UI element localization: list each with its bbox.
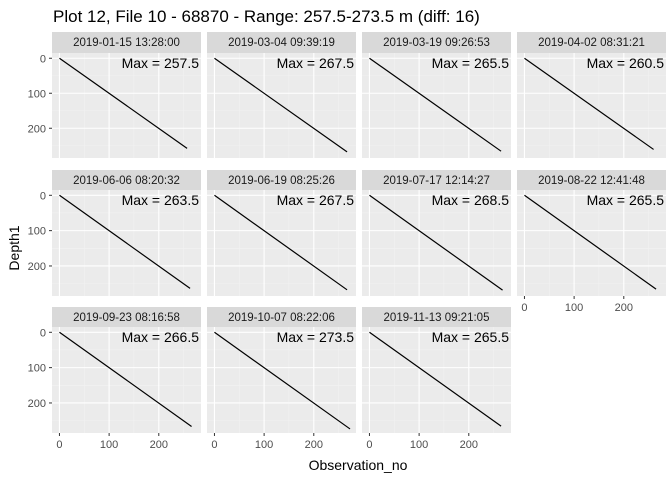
facet-strip	[517, 32, 666, 53]
depth-series-line	[214, 331, 351, 430]
x-tick-label: 0	[56, 439, 62, 451]
facet-panel: 2019-04-02 08:31:21 Max = 260.5	[517, 32, 666, 158]
depth-series-line	[59, 194, 191, 289]
facet-strip-label: 2019-04-02 08:31:21	[538, 37, 645, 49]
y-tick-label: 100	[28, 363, 46, 375]
facet-panel: 2019-11-13 09:21:05 Max = 265.5 0 100 200	[362, 307, 511, 451]
y-tick-label: 100	[28, 88, 46, 100]
depth-series-line	[524, 194, 657, 290]
max-annotation: Max = 268.5	[432, 192, 510, 208]
facet-panel: 2019-06-06 08:20:32 Max = 263.5 0 100 200	[28, 170, 201, 296]
max-annotation: Max = 267.5	[277, 55, 355, 71]
facet-strip	[207, 32, 356, 53]
facet-strip	[52, 170, 201, 190]
facet-panel: 2019-09-23 08:16:58 Max = 266.5 0 100 200 0 10…	[28, 307, 201, 451]
facet-strip-label: 2019-07-17 12:14:27	[383, 175, 490, 187]
chart-title: Plot 12, File 10 - 68870 - Range: 257.5-…	[53, 7, 480, 26]
x-tick-label: 0	[366, 439, 372, 451]
facet-strip-label: 2019-03-19 09:26:53	[383, 37, 490, 49]
depth-series-line	[524, 57, 654, 150]
max-annotation: Max = 273.5	[277, 329, 355, 345]
x-tick-label: 100	[255, 439, 273, 451]
facet-panel: 2019-06-19 08:25:26 Max = 267.5	[207, 170, 356, 296]
facet-strip-label: 2019-06-06 08:20:32	[73, 175, 180, 187]
facet-strip-label: 2019-10-07 08:22:06	[228, 312, 335, 324]
y-tick-label: 0	[40, 327, 46, 339]
x-axis-label: Observation_no	[309, 457, 408, 473]
x-tick-label: 0	[211, 439, 217, 451]
depth-series-line	[59, 331, 192, 427]
facet-strip-label: 2019-09-23 08:16:58	[73, 312, 180, 324]
facet-strip	[517, 170, 666, 190]
max-annotation: Max = 265.5	[432, 55, 510, 71]
max-annotation: Max = 263.5	[122, 192, 200, 208]
facet-strip-label: 2019-03-04 09:39:19	[228, 37, 335, 49]
facet-strip	[362, 307, 511, 327]
max-annotation: Max = 266.5	[122, 329, 200, 345]
facet-panel: 2019-08-22 12:41:48 Max = 265.5 0 100 200	[517, 170, 666, 314]
y-tick-label: 0	[40, 53, 46, 65]
facet-strip	[207, 307, 356, 327]
y-tick-label: 100	[28, 226, 46, 238]
max-annotation: Max = 265.5	[587, 192, 665, 208]
facet-strip-label: 2019-06-19 08:25:26	[228, 175, 335, 187]
facet-panel: 2019-03-04 09:39:19 Max = 267.5	[207, 32, 356, 158]
depth-series-line	[214, 57, 348, 153]
x-tick-label: 200	[615, 302, 633, 314]
facet-strip	[52, 32, 201, 53]
max-annotation: Max = 260.5	[587, 55, 665, 71]
facet-panel: 2019-10-07 08:22:06 Max = 273.5 0 100 200	[207, 307, 356, 451]
y-tick-label: 200	[28, 261, 46, 273]
x-tick-label: 100	[100, 439, 118, 451]
x-tick-label: 200	[150, 439, 168, 451]
depth-series-line	[369, 194, 503, 291]
facet-strip	[362, 32, 511, 53]
x-tick-label: 200	[305, 439, 323, 451]
facet-strip	[52, 307, 201, 327]
facet-strip-label: 2019-11-13 09:21:05	[384, 312, 490, 324]
y-tick-label: 0	[40, 190, 46, 202]
facet-strip-label: 2019-01-15 13:28:00	[73, 37, 180, 49]
max-annotation: Max = 257.5	[122, 55, 200, 71]
max-annotation: Max = 265.5	[432, 329, 510, 345]
depth-series-line	[214, 194, 348, 291]
depth-series-line	[59, 57, 188, 149]
facet-strip	[362, 170, 511, 190]
y-tick-label: 200	[28, 123, 46, 135]
y-axis-label: Depth1	[6, 225, 22, 270]
x-tick-label: 0	[521, 302, 527, 314]
facet-strip	[207, 170, 356, 190]
depth-series-line	[369, 57, 502, 152]
y-tick-label: 200	[28, 398, 46, 410]
x-tick-label: 200	[460, 439, 478, 451]
max-annotation: Max = 267.5	[277, 192, 355, 208]
depth-series-line	[369, 331, 502, 427]
facet-panel: 2019-01-15 13:28:00 Max = 257.5 0 100 200	[28, 32, 201, 158]
facet-strip-label: 2019-08-22 12:41:48	[538, 175, 645, 187]
x-tick-label: 100	[565, 302, 583, 314]
facet-panel: 2019-07-17 12:14:27 Max = 268.5	[362, 170, 511, 296]
x-tick-label: 100	[410, 439, 428, 451]
facet-panel: 2019-03-19 09:26:53 Max = 265.5	[362, 32, 511, 158]
